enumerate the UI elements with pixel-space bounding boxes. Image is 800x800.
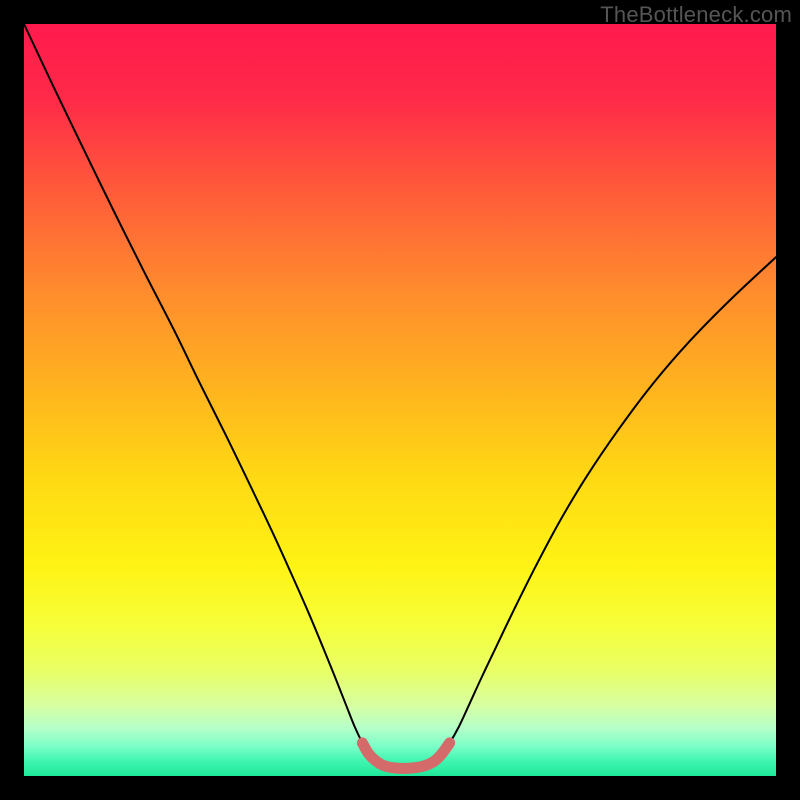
chart-background	[24, 24, 776, 776]
chart-frame: TheBottleneck.com	[0, 0, 800, 800]
plot-area	[24, 24, 776, 776]
watermark-text: TheBottleneck.com	[600, 2, 792, 28]
bottleneck-curve-chart	[24, 24, 776, 776]
